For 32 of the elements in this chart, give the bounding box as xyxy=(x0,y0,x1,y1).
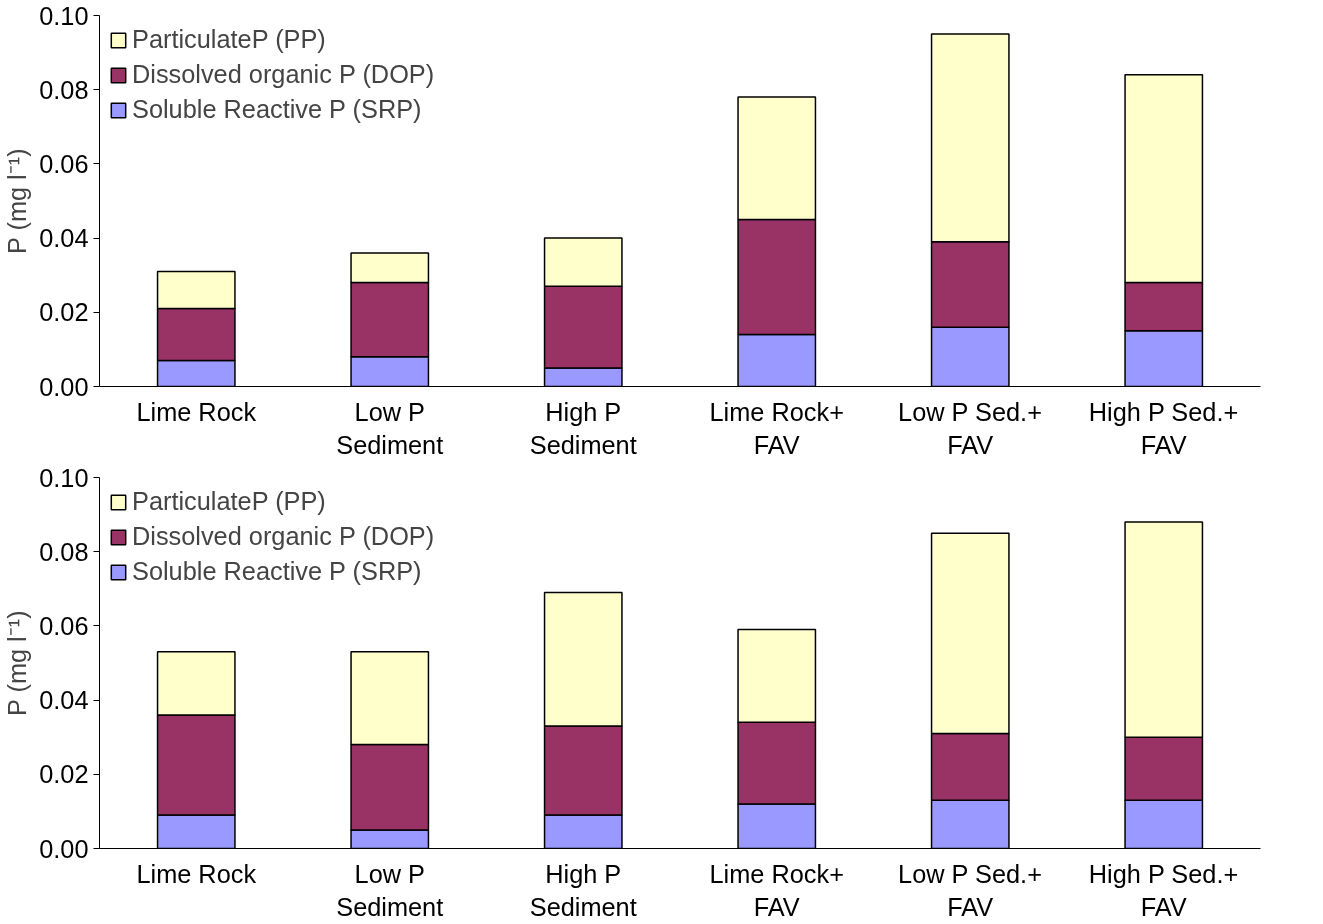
y-tick-label: 0.10 xyxy=(39,463,89,492)
y-tick-label: 0.00 xyxy=(39,834,89,863)
x-tick-label: Low P Sed.+ FAV xyxy=(898,859,1042,922)
legend-label: Dissolved organic P (DOP) xyxy=(132,60,435,89)
x-tick-label: High P Sediment xyxy=(529,859,637,922)
y-tick-label: 0.04 xyxy=(39,686,89,715)
x-tick-label: Lime Rock xyxy=(136,397,257,426)
legend-label: ParticulateP (PP) xyxy=(132,25,326,54)
y-axis-title: P (mg l⁻¹) xyxy=(3,148,32,255)
y-tick-label: 0.02 xyxy=(39,760,89,789)
y-tick-label: 0.00 xyxy=(39,372,89,401)
legend-label: ParticulateP (PP) xyxy=(132,487,326,516)
y-tick-label: 0.08 xyxy=(39,537,89,566)
legend-label: Soluble Reactive P (SRP) xyxy=(132,557,422,586)
y-tick-label: 0.06 xyxy=(39,611,89,640)
x-tick-label: Lime Rock+ FAV xyxy=(709,859,844,922)
legend-label: Soluble Reactive P (SRP) xyxy=(132,95,422,124)
x-tick-label: Low P Sediment xyxy=(336,859,444,922)
x-tick-label: High P Sed.+ FAV xyxy=(1088,397,1239,460)
x-tick-label: High P Sed.+ FAV xyxy=(1088,859,1239,922)
x-tick-label: Lime Rock xyxy=(136,859,257,888)
x-tick-label: Lime Rock+ FAV xyxy=(709,397,844,460)
y-tick-label: 0.08 xyxy=(39,75,89,104)
x-tick-label: High P Sediment xyxy=(529,397,637,460)
y-tick-label: 0.10 xyxy=(39,1,89,30)
y-axis-title: P (mg l⁻¹) xyxy=(3,610,32,717)
x-tick-label: Low P Sediment xyxy=(336,397,444,460)
x-tick-label: Low P Sed.+ FAV xyxy=(898,397,1042,460)
y-tick-label: 0.06 xyxy=(39,149,89,178)
legend-label: Dissolved organic P (DOP) xyxy=(132,522,435,551)
y-tick-label: 0.02 xyxy=(39,298,89,327)
y-tick-label: 0.04 xyxy=(39,224,89,253)
